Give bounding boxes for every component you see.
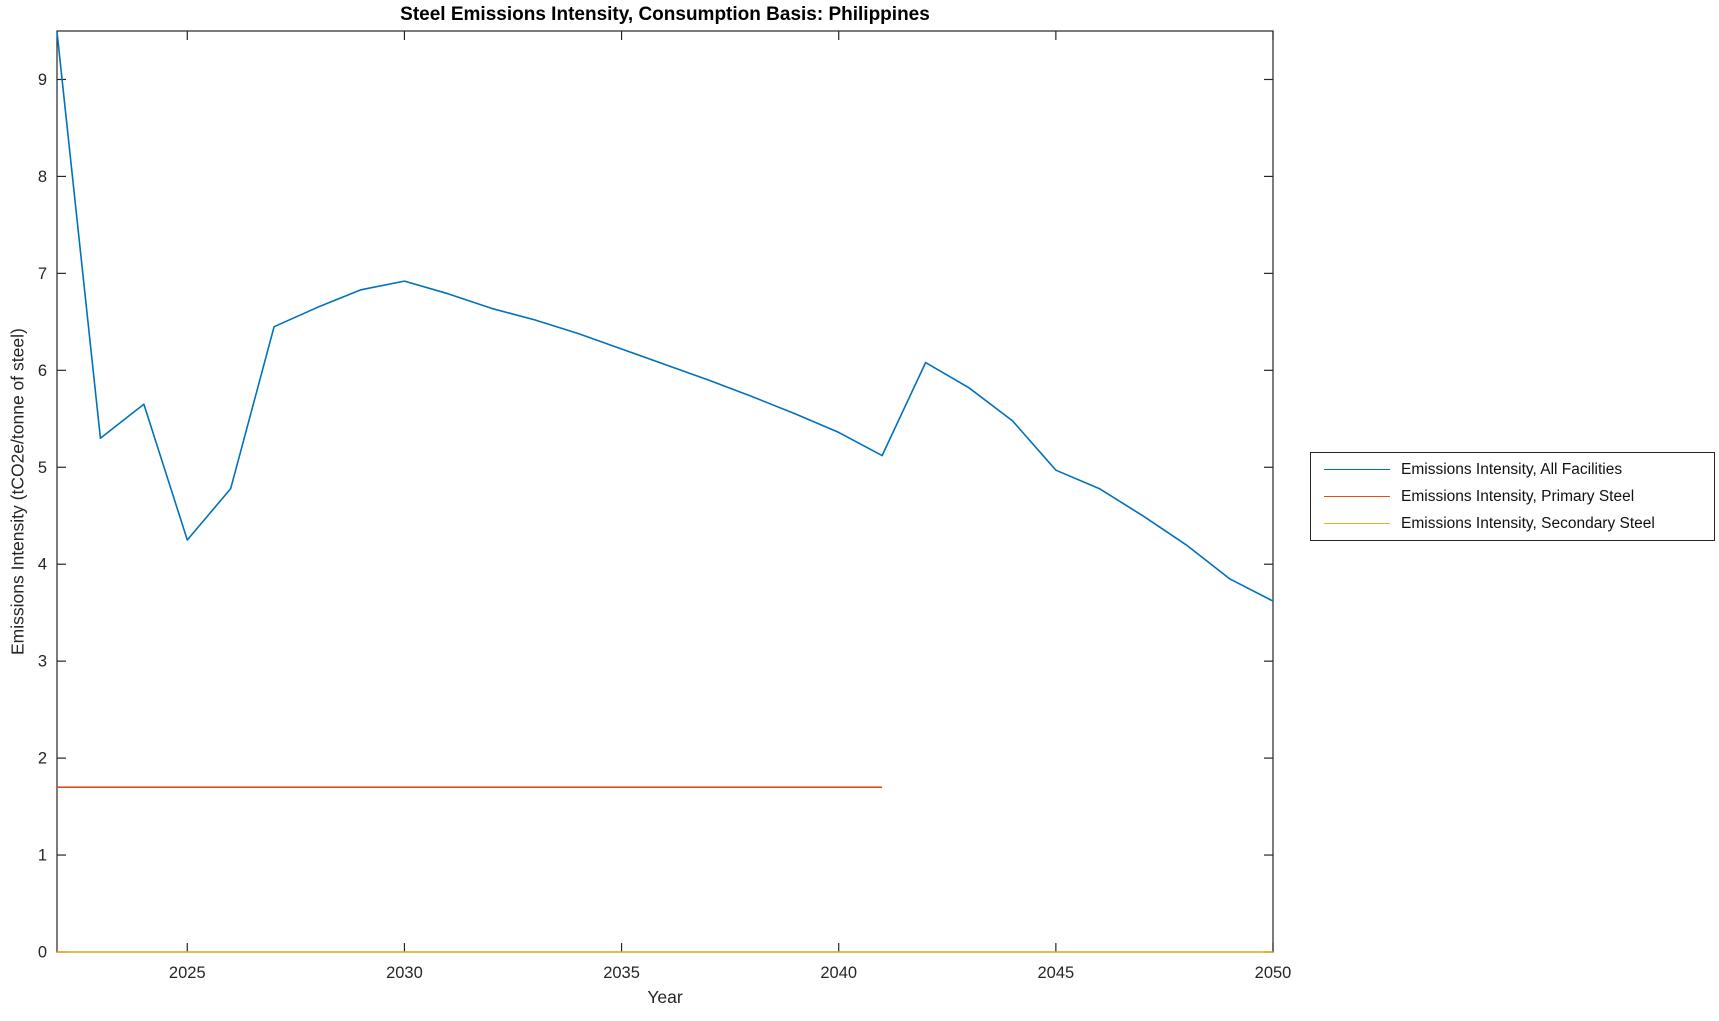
y-tick-label: 5	[38, 459, 47, 477]
x-tick-label: 2030	[386, 964, 423, 982]
legend-line-sample	[1324, 523, 1390, 524]
y-tick-label: 6	[38, 362, 47, 380]
axes-box	[56, 30, 1274, 953]
x-tick-label: 2050	[1255, 964, 1292, 982]
y-tick-label: 4	[38, 556, 47, 574]
y-axis-label: Emissions Intensity (tCO2e/tonne of stee…	[7, 328, 28, 655]
x-tick-label: 2025	[169, 964, 206, 982]
x-tick-label: 2045	[1037, 964, 1074, 982]
y-tick-label: 2	[38, 750, 47, 768]
legend-entry-label: Emissions Intensity, All Facilities	[1401, 460, 1623, 478]
y-tick-label: 9	[38, 71, 47, 89]
legend-entry-label: Emissions Intensity, Secondary Steel	[1401, 514, 1655, 532]
series-line-emissions-intensity-all-facilities	[56, 31, 1274, 602]
x-tick-label: 2040	[820, 964, 857, 982]
y-tick-label: 0	[38, 944, 47, 962]
legend-entry: Emissions Intensity, Primary Steel	[1311, 483, 1714, 510]
y-tick-label: 3	[38, 653, 47, 671]
y-tick-label: 1	[38, 847, 47, 865]
x-axis-label: Year	[647, 987, 683, 1007]
legend-box: Emissions Intensity, All Facilities Emiss…	[1310, 452, 1715, 541]
legend-entry: Emissions Intensity, All Facilities	[1311, 456, 1714, 483]
chart-title: Steel Emissions Intensity, Consumption B…	[400, 4, 930, 25]
legend-line-sample	[1324, 496, 1390, 497]
legend-line-sample	[1324, 469, 1390, 470]
legend-entry-label: Emissions Intensity, Primary Steel	[1401, 487, 1635, 505]
legend-entry: Emissions Intensity, Secondary Steel	[1311, 510, 1714, 537]
x-tick-label: 2035	[603, 964, 640, 982]
y-tick-label: 8	[38, 168, 47, 186]
y-tick-label: 7	[38, 265, 47, 283]
